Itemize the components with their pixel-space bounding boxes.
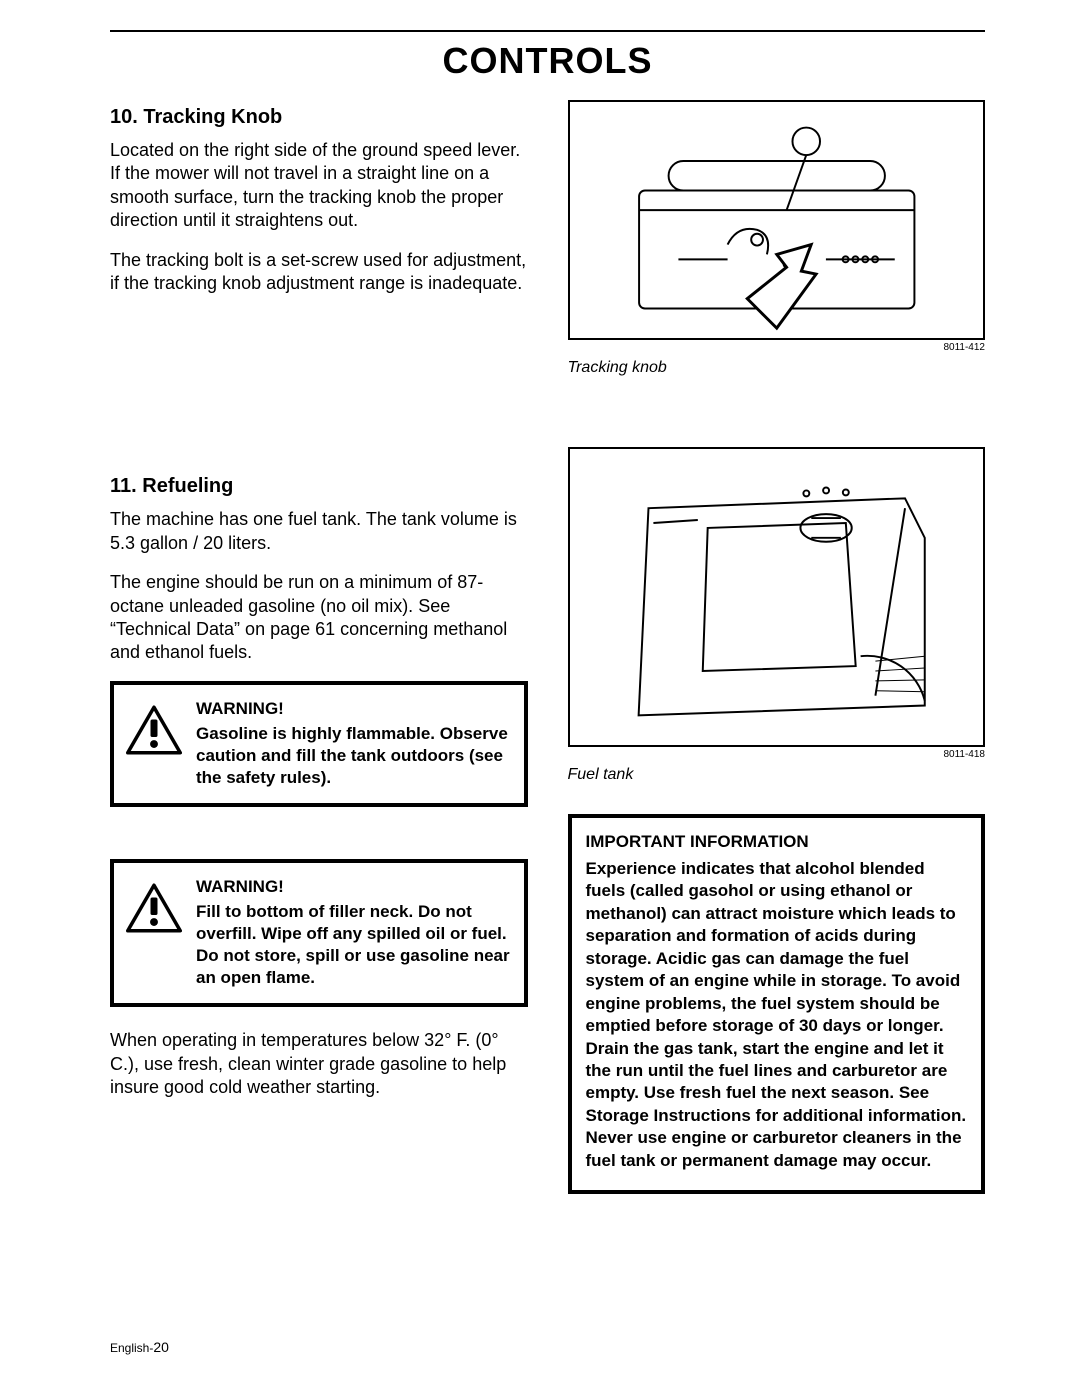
tracking-para-2: The tracking bolt is a set-screw used fo… — [110, 249, 528, 296]
figure-tracking-knob — [568, 100, 986, 340]
footer-label: English- — [110, 1341, 153, 1355]
figure2-code: 8011-418 — [568, 749, 986, 760]
info-body: Experience indicates that alcohol blende… — [586, 858, 968, 1172]
page-title: CONTROLS — [110, 40, 985, 82]
tracking-para-1: Located on the right side of the ground … — [110, 139, 528, 233]
figure1-code: 8011-412 — [568, 342, 986, 353]
warning2-body: Fill to bottom of filler neck. Do not ov… — [196, 901, 512, 989]
warning1-heading: WARNING! — [196, 699, 512, 719]
warning2-heading: WARNING! — [196, 877, 512, 897]
refueling-para-1: The machine has one fuel tank. The tank … — [110, 508, 528, 555]
figure-fuel-tank — [568, 447, 986, 747]
section-refueling-heading: 11. Refueling — [110, 475, 528, 498]
footer-page-number: 20 — [153, 1339, 169, 1355]
warning-box-flammable: WARNING! Gasoline is highly flammable. O… — [110, 681, 528, 807]
page-footer: English-20 — [110, 1339, 169, 1355]
figure1-caption: Tracking knob — [568, 359, 986, 377]
figure2-caption: Fuel tank — [568, 766, 986, 784]
warning-triangle-icon — [126, 699, 182, 789]
refueling-para-3: When operating in temperatures below 32°… — [110, 1029, 528, 1099]
warning1-body: Gasoline is highly flammable. Observe ca… — [196, 723, 512, 789]
top-rule — [110, 30, 985, 32]
warning-triangle-icon — [126, 877, 182, 989]
info-heading: IMPORTANT INFORMATION — [586, 832, 968, 852]
warning-box-overfill: WARNING! Fill to bottom of filler neck. … — [110, 859, 528, 1007]
important-info-box: IMPORTANT INFORMATION Experience indicat… — [568, 814, 986, 1194]
section-tracking-heading: 10. Tracking Knob — [110, 106, 528, 129]
refueling-para-2: The engine should be run on a minimum of… — [110, 571, 528, 665]
